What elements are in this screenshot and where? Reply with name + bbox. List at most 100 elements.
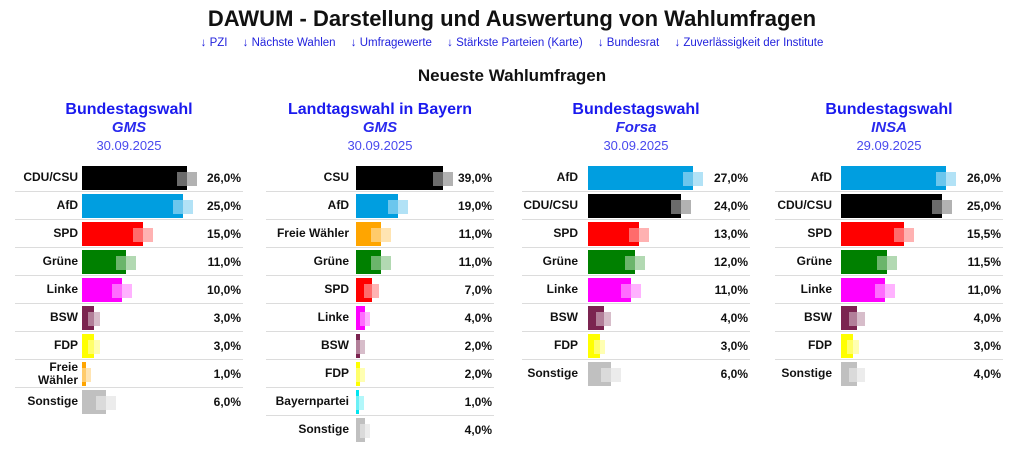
poll-row: Linke 11,0% bbox=[522, 276, 750, 304]
bar-range-outer bbox=[122, 284, 133, 298]
bar bbox=[82, 194, 183, 218]
poll-date: 30.09.2025 bbox=[603, 138, 669, 153]
party-label: Grüne bbox=[796, 254, 832, 268]
poll-institute[interactable]: GMS bbox=[362, 119, 398, 136]
bar bbox=[82, 334, 95, 358]
percent-value: 1,0% bbox=[464, 394, 492, 409]
bar bbox=[841, 334, 854, 358]
nav-link-staerkste-parteien[interactable]: ↓ Stärkste Parteien (Karte) bbox=[447, 37, 583, 49]
poll-rows: AfD 27,0% CDU/CSU 24,0% SPD 13,0% Grüne 12,0% Li… bbox=[522, 164, 750, 387]
poll-rows: AfD 26,0% CDU/CSU 25,0% SPD 15,5% Grüne 11,5% Li… bbox=[775, 164, 1003, 387]
party-label: BSW bbox=[321, 338, 349, 352]
percent-value: 2,0% bbox=[464, 338, 492, 353]
poll-row: SPD 7,0% bbox=[266, 276, 494, 304]
poll-row: Bayernpartei 1,0% bbox=[266, 388, 494, 416]
section-title: Neueste Wahlumfragen bbox=[417, 66, 607, 85]
bar-range-inner bbox=[624, 256, 635, 270]
bar bbox=[82, 362, 87, 386]
party-label: BSW bbox=[50, 310, 78, 324]
bar-range-outer bbox=[360, 340, 366, 354]
bar-range-outer bbox=[942, 200, 952, 214]
bar-range-outer bbox=[142, 228, 153, 242]
bar bbox=[356, 362, 361, 386]
bar-range-outer bbox=[94, 312, 101, 326]
percent-value: 4,0% bbox=[720, 310, 748, 325]
bar-range-outer bbox=[183, 200, 193, 214]
poll-row: CSU 39,0% bbox=[266, 164, 494, 192]
bar bbox=[841, 222, 904, 246]
party-label: FDP bbox=[54, 338, 78, 352]
poll-row: Grüne 11,5% bbox=[775, 248, 1003, 276]
party-label: BSW bbox=[550, 310, 578, 324]
bar-range-outer bbox=[126, 256, 137, 270]
bar-range-inner bbox=[355, 368, 361, 382]
nav-link-bundesrat[interactable]: ↓ Bundesrat bbox=[597, 37, 660, 49]
bar-range-outer bbox=[885, 284, 896, 298]
bar bbox=[841, 362, 858, 386]
bar-range-inner bbox=[370, 228, 381, 242]
nav-link-naechste-wahlen[interactable]: ↓ Nächste Wahlen bbox=[242, 37, 336, 49]
percent-value: 11,0% bbox=[458, 254, 492, 269]
bar bbox=[356, 166, 443, 190]
poll-row: SPD 13,0% bbox=[522, 220, 750, 248]
bar bbox=[82, 278, 123, 302]
nav-link-zuverlaessigkeit[interactable]: ↓ Zuverlässigkeit der Institute bbox=[674, 37, 824, 49]
bar-range-inner bbox=[370, 256, 381, 270]
poll-rows: CSU 39,0% AfD 19,0% Freie Wähler 11,0% Grüne 11… bbox=[266, 164, 494, 443]
bar bbox=[841, 250, 888, 274]
poll-row: BSW 2,0% bbox=[266, 332, 494, 360]
poll-row: Linke 11,0% bbox=[775, 276, 1003, 304]
percent-value: 6,0% bbox=[213, 394, 241, 409]
poll-institute[interactable]: GMS bbox=[111, 119, 147, 136]
bar-range-inner bbox=[112, 284, 123, 298]
poll-row: CDU/CSU 26,0% bbox=[15, 164, 243, 192]
party-label: AfD bbox=[56, 198, 78, 212]
party-label: CDU/CSU bbox=[23, 170, 78, 184]
bar-range-outer bbox=[853, 340, 860, 354]
poll-institute[interactable]: INSA bbox=[871, 119, 907, 136]
poll-date: 29.09.2025 bbox=[856, 138, 922, 153]
party-label: SPD bbox=[553, 226, 578, 240]
percent-value: 13,0% bbox=[713, 226, 748, 241]
poll-rows: CDU/CSU 26,0% AfD 25,0% SPD 15,0% Grüne 11,0% Li… bbox=[15, 164, 243, 415]
percent-value: 7,0% bbox=[464, 282, 492, 297]
bar-range-outer bbox=[360, 368, 366, 382]
bar-range-inner bbox=[936, 172, 947, 186]
party-label: Grüne bbox=[542, 254, 578, 268]
bar-range-inner bbox=[132, 228, 143, 242]
party-label: SPD bbox=[324, 282, 349, 296]
poll-row: AfD 27,0% bbox=[522, 164, 750, 192]
poll-election[interactable]: Bundestagswahl bbox=[825, 101, 953, 118]
percent-value: 25,0% bbox=[206, 198, 241, 213]
bar bbox=[82, 250, 127, 274]
percent-value: 4,0% bbox=[464, 422, 492, 437]
bar-range-inner bbox=[620, 284, 631, 298]
bar-range-outer bbox=[86, 368, 92, 382]
party-label: CDU/CSU bbox=[523, 198, 578, 212]
poll-election[interactable]: Bundestagswahl bbox=[65, 101, 193, 118]
bar bbox=[356, 222, 381, 246]
poll-institute[interactable]: Forsa bbox=[615, 119, 657, 136]
bar-range-inner bbox=[932, 200, 942, 214]
bar bbox=[588, 222, 639, 246]
poll-row: Grüne 11,0% bbox=[15, 248, 243, 276]
bar bbox=[356, 194, 399, 218]
percent-value: 15,0% bbox=[206, 226, 241, 241]
bar bbox=[356, 390, 359, 414]
bar-range-inner bbox=[177, 172, 188, 186]
nav-link-umfragewerte[interactable]: ↓ Umfragewerte bbox=[350, 37, 432, 49]
poll-date: 30.09.2025 bbox=[96, 138, 162, 153]
nav-link-pzi[interactable]: ↓ PZI bbox=[200, 37, 228, 49]
poll-row: Sonstige 4,0% bbox=[775, 360, 1003, 387]
party-label: Linke bbox=[317, 310, 349, 324]
bar bbox=[588, 250, 635, 274]
percent-value: 3,0% bbox=[213, 338, 241, 353]
poll-election[interactable]: Landtagswahl in Bayern bbox=[287, 101, 473, 118]
percent-value: 26,0% bbox=[966, 170, 1001, 185]
poll-row: AfD 25,0% bbox=[15, 192, 243, 220]
percent-value: 25,0% bbox=[966, 198, 1001, 213]
poll-row: Grüne 11,0% bbox=[266, 248, 494, 276]
party-label: AfD bbox=[556, 170, 578, 184]
bar-range-inner bbox=[628, 228, 639, 242]
poll-election[interactable]: Bundestagswahl bbox=[572, 101, 700, 118]
